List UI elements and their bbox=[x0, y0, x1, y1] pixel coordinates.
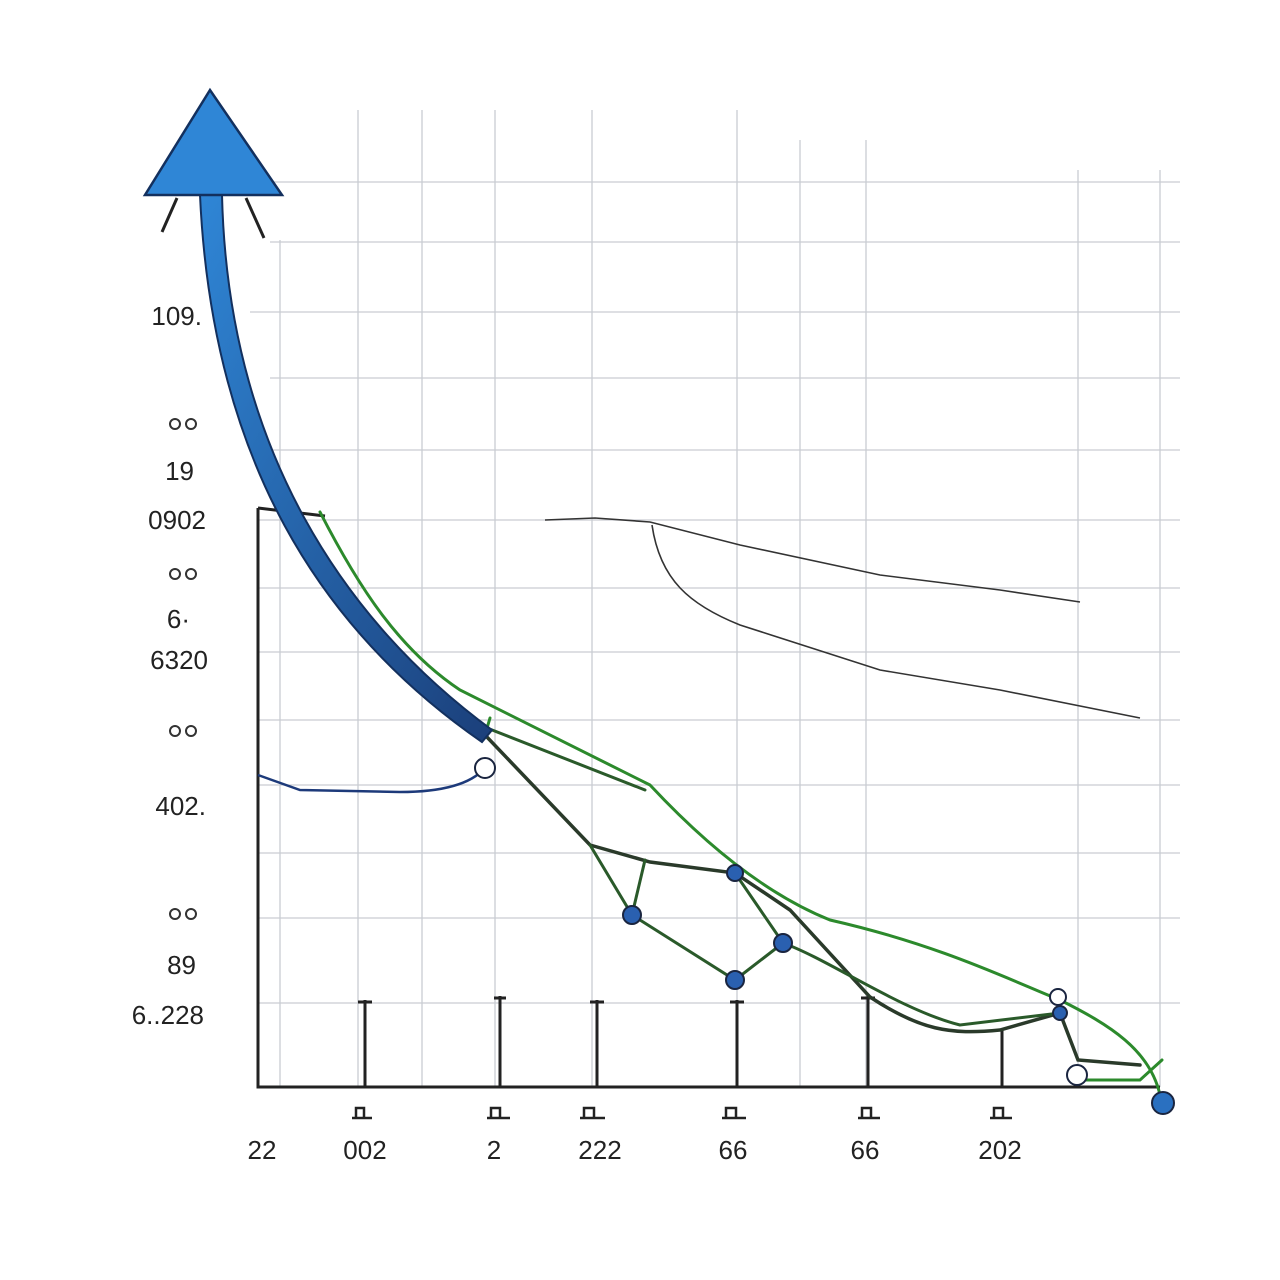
y-label: 402. bbox=[155, 791, 206, 821]
navy-line bbox=[257, 767, 486, 794]
points bbox=[474, 757, 1175, 1115]
y-label: 89 bbox=[167, 950, 196, 980]
axes bbox=[256, 506, 1160, 1089]
x-label: 66 bbox=[851, 1135, 880, 1165]
x-label: 202 bbox=[978, 1135, 1021, 1165]
y-label: 6..228 bbox=[132, 1000, 204, 1030]
x-label: 002 bbox=[343, 1135, 386, 1165]
curves bbox=[318, 510, 1164, 1097]
y-label: 109. bbox=[151, 301, 202, 331]
y-label: 6· bbox=[167, 604, 190, 634]
x-label: 66 bbox=[719, 1135, 748, 1165]
dot-pairs bbox=[169, 418, 197, 920]
y-labels: 109. 19 0902 6· 6320 402. 89 6..228 bbox=[132, 301, 208, 1030]
tick-stems bbox=[358, 996, 1004, 1087]
trend-arrow bbox=[142, 87, 494, 744]
thin-lines bbox=[544, 517, 1141, 719]
y-label: 0902 bbox=[148, 505, 206, 535]
y-label: 19 bbox=[165, 456, 194, 486]
x-label: 222 bbox=[578, 1135, 621, 1165]
grid bbox=[250, 110, 1180, 1087]
x-label: 2 bbox=[487, 1135, 501, 1165]
x-label: 22 bbox=[248, 1135, 277, 1165]
y-label: 6320 bbox=[150, 645, 208, 675]
tick-glyphs bbox=[352, 1106, 1012, 1120]
x-labels: 22 002 2 222 66 66 202 bbox=[248, 1135, 1022, 1165]
